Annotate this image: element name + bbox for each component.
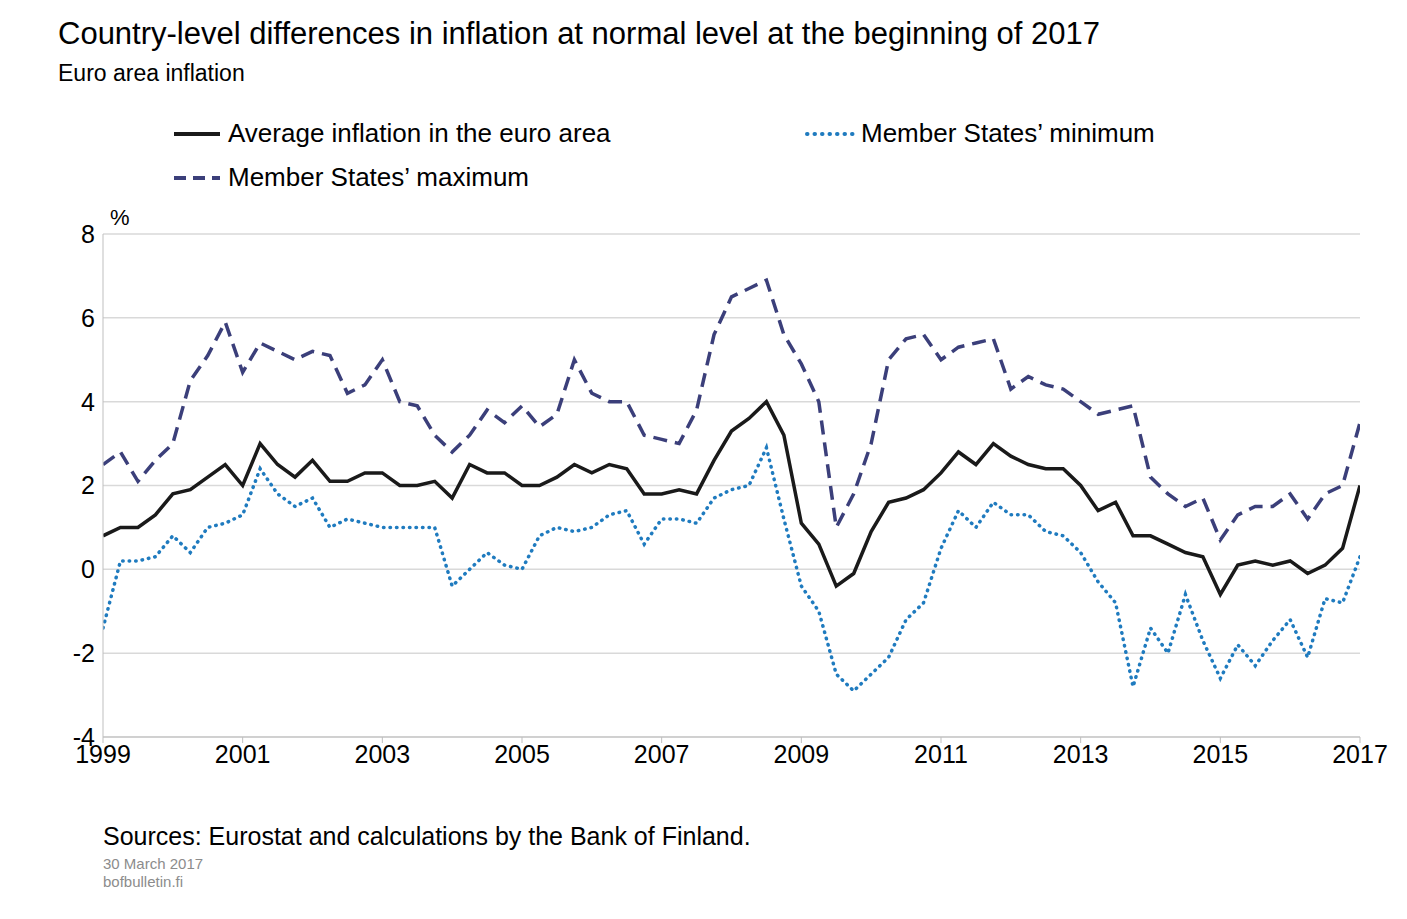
html-text:bofbulletin.fi: bofbulletin.fi bbox=[103, 873, 184, 890]
svg-text:2: 2 bbox=[81, 471, 95, 499]
svg-text:2011: 2011 bbox=[914, 740, 968, 768]
svg-text:2015: 2015 bbox=[1193, 740, 1249, 768]
svg-text:0: 0 bbox=[81, 555, 95, 583]
svg-text:1999: 1999 bbox=[75, 739, 131, 768]
svg-text:-4: -4 bbox=[73, 723, 95, 751]
html-text:Member States’ maximum: Member States’ maximum bbox=[228, 162, 529, 192]
svg-text:4: 4 bbox=[81, 388, 95, 416]
svg-text:2013: 2013 bbox=[1053, 740, 1109, 768]
svg-text:2017: 2017 bbox=[1332, 740, 1388, 768]
svg-text:-2: -2 bbox=[73, 639, 95, 667]
html-text:Sources: Eurostat and calculat: Sources: Eurostat and calculations by th… bbox=[103, 822, 751, 850]
svg-text:2005: 2005 bbox=[494, 740, 550, 768]
html-text:Euro area inflation: Euro area inflation bbox=[58, 60, 245, 86]
html-text:Member States’ minimum: Member States’ minimum bbox=[861, 118, 1155, 148]
svg-text:6: 6 bbox=[81, 304, 95, 332]
svg-text:2007: 2007 bbox=[634, 740, 690, 768]
svg-text:2001: 2001 bbox=[215, 740, 271, 768]
html-text:30 March 2017: 30 March 2017 bbox=[103, 855, 204, 872]
svg-text:2009: 2009 bbox=[774, 740, 830, 768]
html-text:Country-level differences in i: Country-level differences in inflation a… bbox=[58, 16, 1100, 51]
svg-text:2003: 2003 bbox=[355, 740, 411, 768]
svg-text:8: 8 bbox=[81, 220, 95, 248]
html-text:Average inflation in the euro: Average inflation in the euro area bbox=[228, 118, 611, 148]
